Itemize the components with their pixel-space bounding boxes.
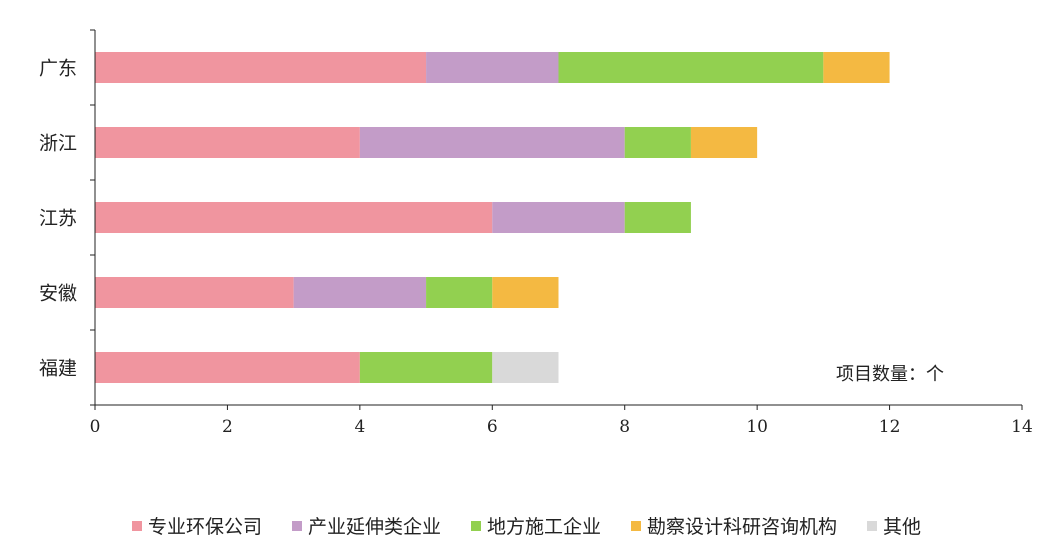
bar-江苏-专业环保公司 (95, 202, 493, 233)
bar-安徽-专业环保公司 (95, 277, 294, 308)
bar-浙江-产业延伸类企业 (359, 127, 625, 158)
legend-label: 专业环保公司 (148, 516, 262, 538)
legend-swatch (471, 521, 481, 531)
x-tick-label: 14 (1011, 417, 1033, 437)
category-label: 浙江 (39, 133, 77, 155)
category-label: 江苏 (39, 208, 77, 230)
x-tick-label: 0 (90, 417, 101, 437)
bar-江苏-产业延伸类企业 (492, 202, 625, 233)
bar-福建-其他 (492, 352, 559, 383)
category-label: 安徽 (39, 283, 77, 305)
bar-福建-专业环保公司 (95, 352, 360, 383)
bar-安徽-勘察设计科研咨询机构 (492, 277, 559, 308)
legend-swatch (867, 521, 877, 531)
bar-广东-专业环保公司 (95, 52, 427, 83)
category-label: 福建 (39, 358, 77, 380)
x-tick-label: 6 (487, 417, 498, 437)
bar-浙江-专业环保公司 (95, 127, 360, 158)
legend-swatch (631, 521, 641, 531)
bar-浙江-地方施工企业 (624, 127, 691, 158)
legend-swatch (132, 521, 142, 531)
x-tick-label: 10 (746, 417, 768, 437)
legend-label: 产业延伸类企业 (308, 516, 441, 538)
bar-安徽-产业延伸类企业 (293, 277, 427, 308)
legend-label: 勘察设计科研咨询机构 (647, 516, 837, 538)
bar-浙江-勘察设计科研咨询机构 (690, 127, 758, 158)
x-tick-label: 8 (619, 417, 630, 437)
unit-label: 项目数量：个 (836, 364, 944, 385)
x-tick-label: 4 (354, 417, 365, 437)
bar-江苏-地方施工企业 (624, 202, 691, 233)
bar-福建-地方施工企业 (359, 352, 493, 383)
category-label: 广东 (39, 58, 77, 80)
legend-swatch (292, 521, 302, 531)
x-tick-label: 2 (222, 417, 233, 437)
x-tick-label: 12 (879, 417, 901, 437)
bar-广东-产业延伸类企业 (426, 52, 559, 83)
bar-安徽-地方施工企业 (426, 277, 493, 308)
legend-label: 地方施工企业 (487, 516, 601, 538)
legend: 专业环保公司 产业延伸类企业 地方施工企业 勘察设计科研咨询机构 其他 (132, 516, 921, 538)
bar-广东-勘察设计科研咨询机构 (823, 52, 890, 83)
bar-广东-地方施工企业 (558, 52, 824, 83)
bars-group (95, 52, 890, 383)
legend-label: 其他 (883, 516, 921, 538)
